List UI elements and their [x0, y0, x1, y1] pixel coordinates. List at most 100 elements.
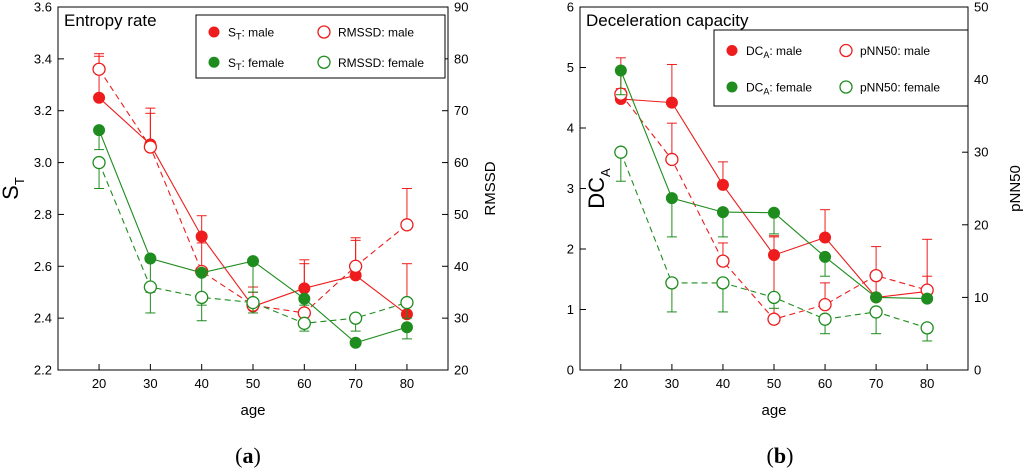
chart-title: Deceleration capacity [586, 11, 749, 30]
legend-marker [208, 26, 220, 38]
legend-item: RMSSD: male [317, 25, 414, 40]
data-point [297, 316, 311, 330]
data-point [247, 255, 259, 268]
y-right-tick-label: 50 [454, 207, 468, 222]
y-right-tick-label: 60 [454, 155, 468, 170]
data-point [665, 152, 679, 167]
y-right-tick-label: 20 [974, 217, 988, 232]
y-right-tick-label: 20 [454, 363, 468, 378]
x-tick-label: 30 [143, 376, 157, 391]
data-point [767, 290, 781, 305]
data-point [716, 178, 729, 191]
y-right-tick-label: 50 [974, 0, 988, 15]
x-tick-label: 20 [92, 376, 106, 391]
y-right-tick-label: 10 [974, 290, 988, 305]
data-point [921, 292, 934, 305]
legend-item: ST: male [208, 26, 275, 42]
y-right-tick-label: 0 [974, 363, 981, 378]
chart-panel-a: 20 30 40 50 60 70 80 2.2 2.4 2.6 2.8 3.0 3.2 3.4 3.6 20… [0, 0, 499, 468]
legend-item: DCA: male [726, 44, 802, 60]
legend-label: RMSSD: male [338, 26, 414, 40]
panel-label-open: ( [767, 443, 774, 468]
legend-label-subscript: A [763, 50, 769, 60]
legend-label-rest: : female [769, 81, 812, 95]
panel-label-open: ( [235, 443, 242, 468]
legend-label: DCA: male [746, 44, 802, 60]
data-point [400, 321, 413, 334]
data-point [665, 192, 678, 205]
data-point [92, 155, 106, 170]
legend-marker [726, 81, 738, 93]
legend-label-main: RMSSD: female [338, 56, 424, 70]
y-left-tick-label: 3.4 [34, 51, 52, 66]
y-left-tick-label: 3 [567, 181, 574, 196]
y-left-axis-label-main: S [0, 185, 23, 200]
legend-label-rest: : male [242, 26, 275, 40]
legend-item: RMSSD: female [317, 55, 424, 70]
y-right-tick-label: 80 [454, 51, 468, 66]
x-tick-label: 60 [818, 376, 832, 391]
data-point [716, 206, 729, 219]
data-point [348, 259, 363, 273]
x-tick-label: 60 [297, 376, 311, 391]
data-point [93, 124, 106, 137]
x-axis-label: age [240, 402, 265, 419]
data-point [298, 292, 311, 305]
y-right-axis-label: pNN50 [1007, 165, 1024, 212]
legend-label-main: DC [746, 44, 764, 58]
x-tick-label: 70 [869, 376, 883, 391]
y-left-axis-label-subscript: A [598, 168, 613, 177]
legend-marker [317, 55, 331, 69]
data-point [349, 336, 362, 349]
data-point [614, 145, 628, 159]
data-point [869, 305, 883, 319]
legend-label-main: S [228, 56, 236, 70]
data-point [870, 291, 883, 304]
data-point [93, 91, 106, 104]
data-point [246, 295, 260, 310]
legend-marker [839, 43, 853, 58]
y-right-tick-label: 90 [454, 0, 468, 15]
data-point [195, 266, 208, 279]
panel-label-letter: b [774, 443, 786, 468]
data-point [665, 276, 679, 290]
legend-marker [726, 45, 738, 57]
y-left-tick-label: 2.4 [34, 311, 52, 326]
series-female-open [614, 145, 934, 342]
x-tick-label: 20 [614, 376, 628, 391]
panel-label-close: ) [254, 443, 261, 468]
legend-label-main: DC [746, 81, 764, 95]
legend-marker [839, 80, 853, 94]
legend-label: ST: male [228, 26, 275, 42]
data-point [348, 311, 363, 325]
legend-label-main: RMSSD: male [338, 26, 414, 40]
y-left-tick-label: 4 [567, 121, 574, 136]
legend-item: pNN50: male [839, 43, 930, 58]
data-point [869, 268, 883, 283]
y-right-axis-label: RMSSD [482, 161, 499, 215]
data-point [920, 321, 934, 335]
y-left-tick-label: 3.6 [34, 0, 52, 15]
panel-label: (a) [235, 443, 261, 468]
legend-label-subscript: T [236, 62, 242, 72]
y-right-tick-label: 30 [974, 145, 988, 160]
legend-item: ST: female [208, 56, 285, 72]
legend-label: pNN50: female [860, 81, 940, 95]
data-point [143, 140, 158, 154]
legend-marker [317, 25, 331, 39]
data-point [819, 231, 832, 244]
legend-label-main: pNN50: male [860, 44, 930, 58]
data-point [716, 254, 730, 268]
data-point [818, 298, 832, 312]
y-left-tick-label: 2.8 [34, 207, 52, 222]
y-left-axis-label: ST [0, 177, 27, 200]
legend-label-subscript: A [763, 87, 769, 97]
y-right-tick-label: 40 [454, 259, 468, 274]
legend-marker [208, 56, 220, 68]
data-point [768, 206, 780, 219]
legend-label-rest: : male [769, 44, 802, 58]
x-axis-label: age [761, 402, 786, 419]
